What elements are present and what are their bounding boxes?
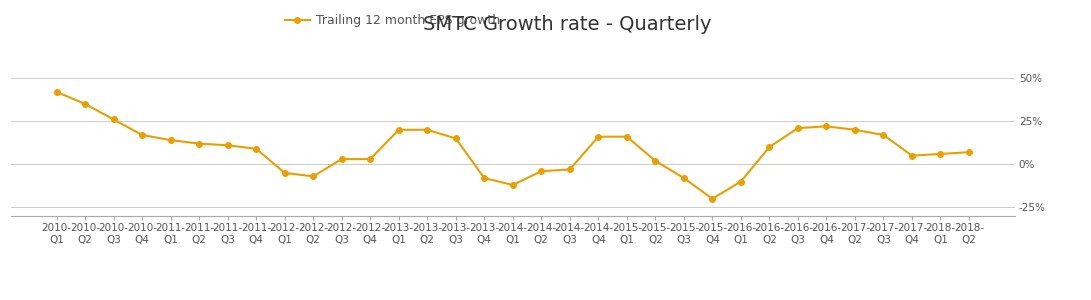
Trailing 12 month EPS growth [335, 157, 348, 161]
Trailing 12 month EPS growth [164, 138, 177, 142]
Trailing 12 month EPS growth [678, 176, 691, 180]
Trailing 12 month EPS growth [250, 147, 263, 151]
Trailing 12 month EPS growth [535, 169, 548, 173]
Trailing 12 month EPS growth [591, 135, 604, 139]
Trailing 12 month EPS growth [79, 102, 92, 106]
Trailing 12 month EPS growth [135, 133, 148, 137]
Trailing 12 month EPS growth [278, 171, 291, 175]
Trailing 12 month EPS growth [107, 118, 120, 121]
Trailing 12 month EPS growth [820, 124, 834, 128]
Trailing 12 month EPS growth [421, 128, 434, 132]
Trailing 12 month EPS growth [221, 143, 235, 147]
Trailing 12 month EPS growth [449, 136, 463, 140]
Trailing 12 month EPS growth [192, 142, 205, 146]
Trailing 12 month EPS growth [621, 135, 634, 139]
Trailing 12 month EPS growth [763, 145, 776, 149]
Trailing 12 month EPS growth [734, 180, 747, 183]
Line: Trailing 12 month EPS growth: Trailing 12 month EPS growth [53, 89, 972, 202]
Trailing 12 month EPS growth [934, 152, 947, 156]
Trailing 12 month EPS growth [906, 154, 919, 158]
Trailing 12 month EPS growth [506, 183, 519, 187]
Trailing 12 month EPS growth [50, 90, 63, 94]
Trailing 12 month EPS growth [478, 176, 491, 180]
Trailing 12 month EPS growth [962, 150, 975, 154]
Trailing 12 month EPS growth [706, 197, 719, 201]
Trailing 12 month EPS growth [877, 133, 890, 137]
Trailing 12 month EPS growth [363, 157, 376, 161]
Trailing 12 month EPS growth [392, 128, 405, 132]
Trailing 12 month EPS growth [791, 126, 804, 130]
Trailing 12 month EPS growth [849, 128, 862, 132]
Text: SMTC Growth rate - Quarterly: SMTC Growth rate - Quarterly [423, 15, 711, 34]
Trailing 12 month EPS growth [307, 175, 320, 178]
Trailing 12 month EPS growth [563, 168, 576, 171]
Legend: Trailing 12 month EPS growth: Trailing 12 month EPS growth [279, 9, 505, 32]
Trailing 12 month EPS growth [649, 159, 662, 163]
